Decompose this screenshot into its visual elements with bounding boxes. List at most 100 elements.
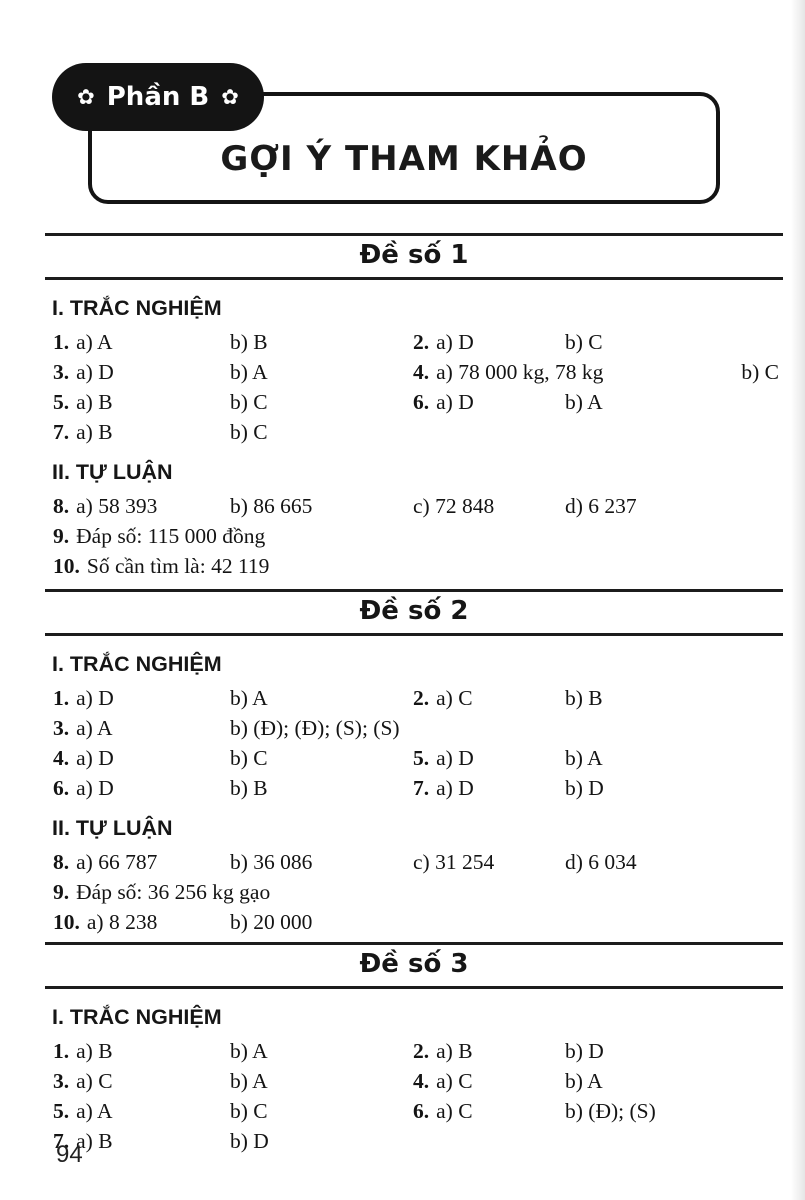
section-divider: Đề số 2 [45, 589, 783, 636]
answer-text: a) C [436, 1099, 473, 1123]
answer-text: a) 66 787 [76, 850, 158, 874]
question-number: 10. [53, 554, 80, 578]
answer-text: a) B [76, 1129, 113, 1153]
answer-row: 7. a) B b) C [45, 417, 783, 447]
answer-text: Số cần tìm là: 42 119 [86, 554, 270, 578]
answer-text: b) C [230, 420, 268, 444]
answer-cell: 1. a) D [53, 683, 230, 713]
question-number: 4. [53, 746, 70, 770]
answer-text: b) D [565, 1039, 604, 1063]
answer-text: b) C [230, 1099, 268, 1123]
section-heading-de-2: Đề số 2 [359, 596, 469, 626]
answer-text: a) D [436, 746, 474, 770]
question-number: 2. [413, 330, 430, 354]
question-number: 5. [53, 390, 70, 414]
answer-text: b) A [230, 1039, 268, 1063]
answer-cell: 2. a) C [413, 683, 565, 713]
answer-text: b) C [230, 390, 268, 414]
answer-row: 5. a) B b) C 6. a) D b) A [45, 387, 783, 417]
answer-cell: 7. a) D [413, 773, 565, 803]
answer-text: a) B [436, 1039, 473, 1063]
answer-cell: 6. a) D [413, 387, 565, 417]
answer-row: 3. a) C b) A 4. a) C b) A [45, 1066, 783, 1096]
answer-text: a) A [76, 330, 113, 354]
answer-cell: 8. a) 66 787 [53, 847, 230, 877]
answer-text: a) B [76, 420, 113, 444]
answer-text: Đáp số: 115 000 đồng [76, 524, 266, 548]
answer-text: d) 6 034 [565, 850, 637, 874]
question-number: 9. [53, 524, 70, 548]
answer-text: b) (Đ); (Đ); (S); (S) [230, 716, 400, 740]
question-number: 7. [413, 776, 430, 800]
answer-text: Đáp số: 36 256 kg gạo [76, 880, 271, 904]
answer-text: b) 20 000 [230, 910, 313, 934]
answer-text: a) 8 238 [86, 910, 158, 934]
answer-row: 4. a) D b) C 5. a) D b) A [45, 743, 783, 773]
question-number: 1. [53, 1039, 70, 1063]
section-heading-de-1: Đề số 1 [359, 240, 469, 270]
answer-cell: 4. a) 78 000 kg, 78 kg [413, 357, 741, 387]
essay-answers: 8. a) 66 787 b) 36 086 c) 31 254 d) 6 034… [45, 847, 783, 937]
flower-icon: ✿ [77, 84, 95, 109]
question-number: 9. [53, 880, 70, 904]
question-number: 3. [53, 716, 70, 740]
answer-text: a) 78 000 kg, 78 kg [436, 360, 604, 384]
answer-row: 3. a) A b) (Đ); (Đ); (S); (S) [45, 713, 783, 743]
question-number: 5. [53, 1099, 70, 1123]
question-number: 8. [53, 850, 70, 874]
flower-icon: ✿ [221, 84, 239, 109]
mc-answers: 1. a) B b) A 2. a) B b) D 3. a) C b) A 4. a)… [45, 1036, 783, 1156]
answer-text: a) C [436, 686, 473, 710]
answer-row: 8. a) 58 393 b) 86 665 c) 72 848 d) 6 237 [45, 491, 783, 521]
answer-row: 5. a) A b) C 6. a) C b) (Đ); (S) [45, 1096, 783, 1126]
answer-row: 6. a) D b) B 7. a) D b) D [45, 773, 783, 803]
answer-text: b) A [230, 360, 268, 384]
answer-cell: 1. a) A [53, 327, 230, 357]
section-heading-de-3: Đề số 3 [359, 949, 469, 979]
section-divider: Đề số 1 [45, 233, 783, 280]
answer-cell: 3. a) C [53, 1066, 230, 1096]
question-number: 7. [53, 420, 70, 444]
answer-text: b) C [741, 360, 779, 384]
answer-text: a) 58 393 [76, 494, 158, 518]
answer-cell: 6. a) D [53, 773, 230, 803]
question-number: 6. [53, 776, 70, 800]
answer-cell: 5. a) A [53, 1096, 230, 1126]
answer-text: a) D [76, 776, 114, 800]
answer-text: a) D [76, 360, 114, 384]
part-heading-mc: I. TRẮC NGHIỆM [52, 652, 222, 676]
answer-text: a) B [76, 390, 113, 414]
answer-row: 1. a) D b) A 2. a) C b) B [45, 683, 783, 713]
answer-row: 9. Đáp số: 36 256 kg gạo [45, 877, 783, 907]
part-heading-essay: II. TỰ LUẬN [52, 816, 173, 840]
page-header: ✿ Phần B ✿ GỢI Ý THAM KHẢO [0, 0, 805, 204]
question-number: 3. [53, 1069, 70, 1093]
answer-text: b) A [565, 746, 603, 770]
answer-text: d) 6 237 [565, 494, 637, 518]
answer-text: b) A [565, 1069, 603, 1093]
question-number: 10. [53, 910, 80, 934]
answer-text: a) D [76, 686, 114, 710]
answer-text: a) C [76, 1069, 113, 1093]
answer-text: b) A [565, 390, 603, 414]
answer-row: 3. a) D b) A 4. a) 78 000 kg, 78 kg b) C [45, 357, 783, 387]
answer-row: 7. a) B b) D [45, 1126, 783, 1156]
question-number: 4. [413, 360, 430, 384]
answer-text: b) 36 086 [230, 850, 313, 874]
answer-cell: 3. a) D [53, 357, 230, 387]
mc-answers: 1. a) D b) A 2. a) C b) B 3. a) A b) (Đ); (… [45, 683, 783, 803]
question-number: 4. [413, 1069, 430, 1093]
question-number: 3. [53, 360, 70, 384]
page-title: GỢI Ý THAM KHẢO [220, 139, 588, 179]
answer-cell: 2. a) D [413, 327, 565, 357]
part-heading-mc: I. TRẮC NGHIỆM [52, 1005, 222, 1029]
question-number: 2. [413, 1039, 430, 1063]
answer-text: a) B [76, 1039, 113, 1063]
answer-text: c) 72 848 [413, 494, 495, 518]
question-number: 6. [413, 390, 430, 414]
answer-cell: 1. a) B [53, 1036, 230, 1066]
answer-text: b) B [230, 776, 268, 800]
question-number: 5. [413, 746, 430, 770]
essay-answers: 8. a) 58 393 b) 86 665 c) 72 848 d) 6 237… [45, 491, 783, 581]
